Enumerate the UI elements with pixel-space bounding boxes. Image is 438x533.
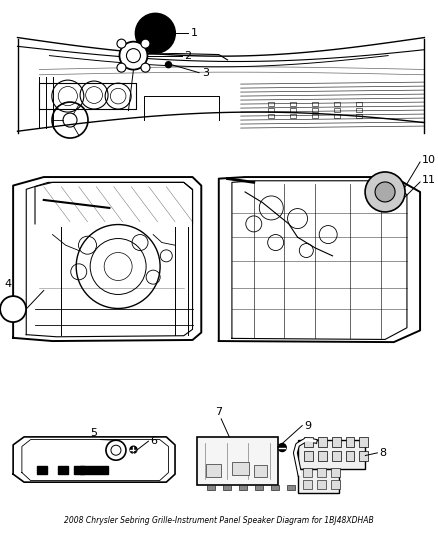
Circle shape <box>365 172 405 212</box>
Bar <box>318 437 326 447</box>
Bar <box>207 485 215 490</box>
FancyBboxPatch shape <box>197 437 278 485</box>
Circle shape <box>0 296 26 322</box>
Bar <box>268 115 274 118</box>
Bar <box>317 480 325 489</box>
Bar <box>239 485 247 490</box>
Bar <box>318 451 326 461</box>
Circle shape <box>117 63 126 72</box>
Bar <box>297 440 365 469</box>
Text: 5: 5 <box>91 428 98 438</box>
Bar <box>271 485 279 490</box>
Circle shape <box>117 39 126 48</box>
Bar <box>356 115 362 118</box>
Text: 4: 4 <box>4 279 12 289</box>
Bar <box>287 485 295 490</box>
Bar <box>334 102 340 106</box>
Bar <box>37 466 46 474</box>
Bar <box>58 466 68 474</box>
Bar <box>360 437 368 447</box>
Bar <box>360 451 368 461</box>
Bar <box>334 108 340 112</box>
Bar <box>317 468 325 477</box>
Circle shape <box>106 440 126 460</box>
Bar <box>232 462 249 475</box>
Bar <box>332 451 340 461</box>
Circle shape <box>166 62 171 68</box>
Circle shape <box>375 182 395 202</box>
Text: 1: 1 <box>191 28 198 38</box>
Bar <box>206 464 221 477</box>
Bar <box>290 108 296 112</box>
Bar <box>290 102 296 106</box>
Bar <box>312 115 318 118</box>
Bar <box>303 480 311 489</box>
Bar <box>312 102 318 106</box>
Bar <box>304 451 313 461</box>
Circle shape <box>130 446 137 453</box>
Bar <box>356 108 362 112</box>
Bar <box>297 469 339 493</box>
Bar <box>331 480 339 489</box>
Circle shape <box>127 49 141 63</box>
Circle shape <box>141 39 150 48</box>
Bar <box>303 468 311 477</box>
Text: 2: 2 <box>184 51 192 61</box>
Circle shape <box>120 42 148 70</box>
Bar <box>304 437 313 447</box>
Bar <box>268 102 274 106</box>
Text: 9: 9 <box>304 421 311 431</box>
Bar <box>74 466 84 474</box>
Circle shape <box>135 13 175 53</box>
Bar <box>334 115 340 118</box>
Bar <box>223 485 231 490</box>
Bar <box>255 485 263 490</box>
Text: 2008 Chrysler Sebring Grille-Instrument Panel Speaker Diagram for 1BJ48XDHAB: 2008 Chrysler Sebring Grille-Instrument … <box>64 516 374 525</box>
Text: 11: 11 <box>421 175 435 185</box>
Bar <box>290 115 296 118</box>
Bar <box>312 108 318 112</box>
Circle shape <box>278 443 286 451</box>
Bar <box>331 468 339 477</box>
Text: 10: 10 <box>421 155 435 165</box>
Bar <box>346 451 354 461</box>
Bar <box>268 108 274 112</box>
Bar <box>332 437 340 447</box>
Text: 7: 7 <box>215 407 222 417</box>
Circle shape <box>141 63 150 72</box>
Bar <box>346 437 354 447</box>
Text: 3: 3 <box>202 68 209 78</box>
Bar <box>80 466 108 474</box>
Text: 6: 6 <box>150 435 157 446</box>
Text: 8: 8 <box>379 448 386 458</box>
Bar <box>356 102 362 106</box>
Bar <box>254 465 267 477</box>
Circle shape <box>111 445 121 455</box>
